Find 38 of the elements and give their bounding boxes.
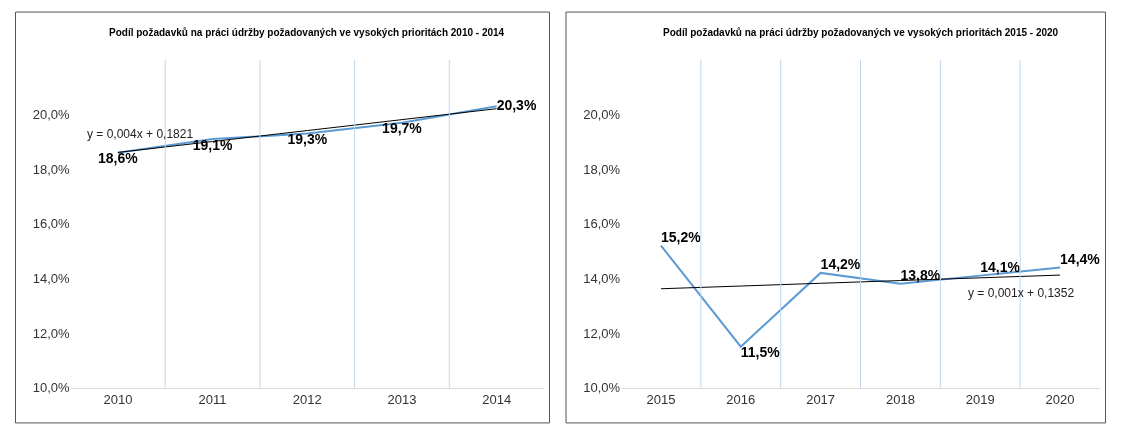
data-label: 14,2% bbox=[820, 256, 861, 273]
annotation: y = 0,001x + 0,1352 bbox=[968, 286, 1075, 300]
data-label: 11,5% bbox=[740, 344, 781, 361]
y-tick-label: 20,0% bbox=[583, 106, 621, 122]
y-tick-label: 16,0% bbox=[32, 216, 70, 232]
y-tick-label: 10,0% bbox=[583, 380, 621, 396]
data-label: 13,8% bbox=[900, 267, 941, 284]
x-tick-label: 2020 bbox=[1045, 392, 1075, 408]
x-tick-label: 2018 bbox=[885, 392, 915, 408]
x-tick-label: 2010 bbox=[103, 392, 133, 408]
data-label: 18,6% bbox=[98, 150, 139, 167]
data-label: 14,1% bbox=[980, 259, 1021, 276]
data-label: 19,7% bbox=[382, 120, 423, 137]
y-tick-label: 18,0% bbox=[583, 161, 621, 177]
y-tick-label: 10,0% bbox=[32, 380, 70, 396]
x-tick-label: 2015 bbox=[646, 392, 676, 408]
x-tick-label: 2016 bbox=[726, 392, 756, 408]
y-tick-label: 12,0% bbox=[583, 325, 621, 341]
x-tick-label: 2012 bbox=[292, 392, 322, 408]
y-tick-label: 14,0% bbox=[583, 270, 621, 286]
chart-title: Podíl požadavků na práci údržby požadovaných ve vysokých prioritách 2010 - 2014 bbox=[109, 27, 505, 38]
y-tick-label: 16,0% bbox=[583, 216, 621, 232]
data-label: 19,3% bbox=[287, 131, 328, 148]
annotation: y = 0,004x + 0,1821 bbox=[87, 127, 194, 141]
y-tick-label: 14,0% bbox=[32, 270, 70, 286]
data-label: 19,1% bbox=[192, 136, 233, 153]
x-tick-label: 2013 bbox=[387, 392, 417, 408]
data-label: 14,4% bbox=[1060, 250, 1101, 267]
x-tick-label: 2014 bbox=[482, 392, 512, 408]
y-tick-label: 18,0% bbox=[32, 161, 70, 177]
y-tick-label: 20,0% bbox=[32, 106, 70, 122]
x-tick-label: 2017 bbox=[806, 392, 836, 408]
x-tick-label: 2011 bbox=[198, 392, 227, 408]
x-tick-label: 2019 bbox=[965, 392, 995, 408]
chart-title: Podíl požadavků na práci údržby požadovaných ve vysokých prioritách 2015 - 2020 bbox=[663, 27, 1059, 38]
data-label: 15,2% bbox=[660, 229, 702, 246]
data-label: 20,3% bbox=[496, 96, 537, 113]
y-tick-label: 12,0% bbox=[32, 325, 70, 341]
